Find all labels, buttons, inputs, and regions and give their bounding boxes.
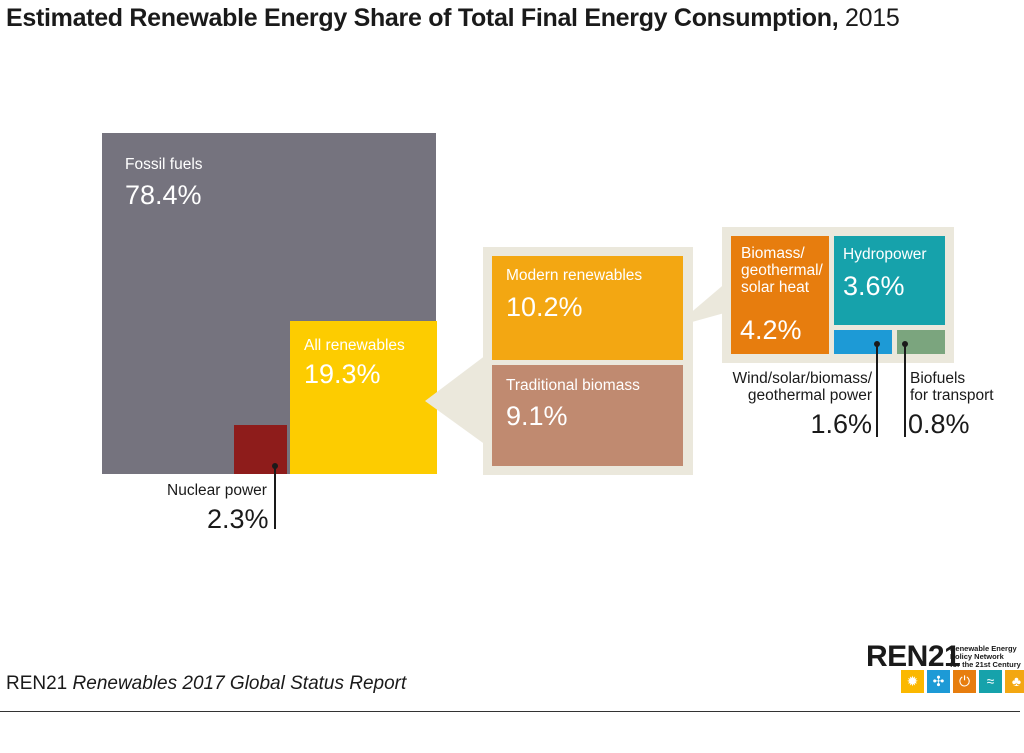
- traditional-biomass-block: [492, 365, 683, 466]
- source-report: Renewables 2017 Global Status Report: [72, 673, 407, 694]
- title-main: Estimated Renewable Energy Share of Tota…: [6, 4, 839, 32]
- nuclear-power-value: 2.3%: [207, 504, 269, 534]
- fossil-fuels-value: 78.4%: [125, 180, 202, 210]
- biofuels-value: 0.8%: [908, 409, 970, 439]
- wind-solar-power-label-line1: Wind/solar/biomass/: [732, 370, 872, 387]
- hydropower-value: 3.6%: [843, 271, 905, 301]
- footer-rule: [0, 711, 1020, 712]
- all-renewables-block: [290, 321, 437, 474]
- water-icon: ≈: [979, 670, 1002, 693]
- power-icon: ⏻: [953, 670, 976, 693]
- hydropower-block: [834, 236, 945, 325]
- modern-renewables-block: [492, 256, 683, 360]
- source-citation: REN21 Renewables 2017 Global Status Repo…: [6, 673, 406, 695]
- ren21-logo-tagline: Renewable Energy Policy Network for the …: [950, 644, 1021, 669]
- wind-solar-power-value: 1.6%: [810, 409, 872, 439]
- biofuels-leader: [904, 344, 906, 437]
- chart-title: Estimated Renewable Energy Share of Tota…: [6, 4, 900, 33]
- wind-icon: ✣: [927, 670, 950, 693]
- traditional-biomass-label: Traditional biomass: [506, 377, 640, 394]
- wind-solar-power-leader: [876, 344, 878, 437]
- all-renewables-value: 19.3%: [304, 359, 381, 389]
- biomass-heat-value: 4.2%: [740, 315, 802, 345]
- biomass-heat-label-line1: Biomass/: [741, 245, 805, 262]
- modern-renewables-value: 10.2%: [506, 292, 583, 322]
- ren21-logo-word: REN21: [866, 640, 961, 673]
- wind-solar-power-block: [834, 330, 892, 354]
- renewables-callout-wedge: [425, 352, 490, 448]
- biomass-heat-label-line3: solar heat: [741, 279, 810, 296]
- wind-solar-power-label-line2: geothermal power: [747, 387, 872, 404]
- nuclear-power-label: Nuclear power: [167, 482, 267, 499]
- ren21-logo-icons: ✹ ✣ ⏻ ≈ ♣: [901, 670, 1024, 693]
- title-year: 2015: [845, 4, 900, 32]
- leaf-icon: ♣: [1005, 670, 1024, 693]
- fossil-fuels-label: Fossil fuels: [125, 156, 203, 173]
- all-renewables-label: All renewables: [304, 337, 405, 354]
- biomass-heat-label-line2: geothermal/: [741, 262, 823, 279]
- source-org: REN21: [6, 673, 68, 694]
- modern-renewables-label: Modern renewables: [506, 267, 643, 284]
- nuclear-power-leader: [274, 466, 276, 529]
- nuclear-power-block: [234, 425, 287, 474]
- sun-icon: ✹: [901, 670, 924, 693]
- traditional-biomass-value: 9.1%: [506, 401, 568, 431]
- biomass-heat-block: [731, 236, 829, 354]
- hydropower-label: Hydropower: [843, 246, 927, 263]
- biofuels-label-line1: Biofuels: [910, 370, 966, 387]
- biofuels-label-line2: for transport: [910, 387, 994, 404]
